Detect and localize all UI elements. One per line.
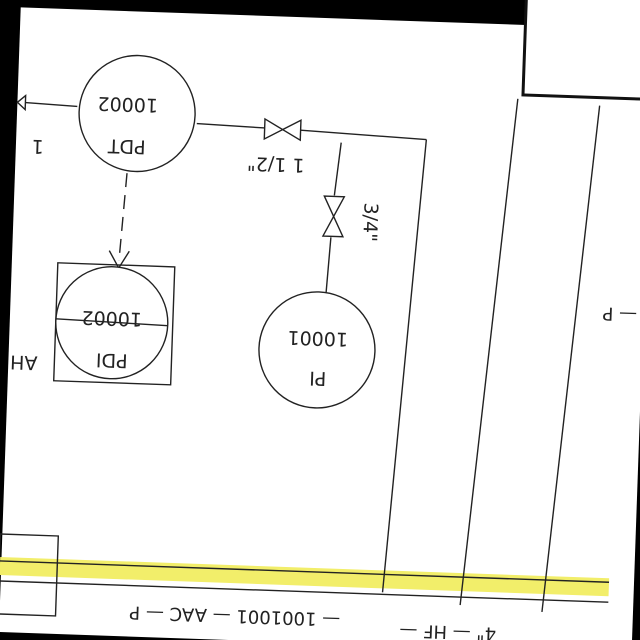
pdi-alarm-label: AH bbox=[10, 351, 38, 374]
pdi-tag: PDI bbox=[96, 348, 128, 371]
pdt-connection-label: 1 bbox=[31, 135, 44, 157]
gate-valve-horizontal-left[interactable] bbox=[263, 117, 285, 141]
process-line-top bbox=[0, 559, 610, 583]
impulse-line-3 bbox=[381, 139, 428, 593]
process-line-bottom bbox=[0, 579, 609, 603]
impulse-line-left bbox=[25, 101, 78, 108]
line-arrow-left bbox=[16, 94, 27, 112]
pi-number: 10001 bbox=[287, 326, 348, 350]
branch-right-label: — P bbox=[602, 302, 637, 324]
impulse-line-1 bbox=[196, 122, 265, 129]
impulse-line-pi bbox=[325, 237, 332, 296]
gate-valve-horizontal-right[interactable] bbox=[281, 119, 302, 142]
signal-line bbox=[118, 173, 128, 262]
pdi-number: 10002 bbox=[81, 306, 142, 330]
pdt-instrument-bubble[interactable] bbox=[77, 54, 197, 174]
gate-valve-vertical-bottom[interactable] bbox=[321, 214, 345, 238]
impulse-line-branch bbox=[333, 142, 342, 196]
impulse-line-2 bbox=[300, 129, 427, 141]
pdt-tag: PDT bbox=[107, 134, 146, 157]
gate-valve-horizontal-size: 1 1/2" bbox=[247, 152, 305, 176]
pdt-number: 10002 bbox=[97, 92, 158, 116]
title-block-box bbox=[521, 0, 640, 102]
branch-bottom-label: 4" — HF — bbox=[399, 619, 496, 640]
border-box-bottom-left bbox=[0, 533, 60, 617]
pdi-divider bbox=[55, 318, 168, 327]
gate-valve-vertical-size: 3/4" bbox=[358, 202, 381, 242]
pi-instrument-bubble[interactable] bbox=[257, 290, 377, 410]
gate-valve-vertical-top[interactable] bbox=[323, 195, 346, 218]
process-line-vertical-1 bbox=[459, 98, 519, 606]
pi-tag: PI bbox=[309, 367, 327, 390]
process-line-vertical-2 bbox=[541, 105, 601, 613]
